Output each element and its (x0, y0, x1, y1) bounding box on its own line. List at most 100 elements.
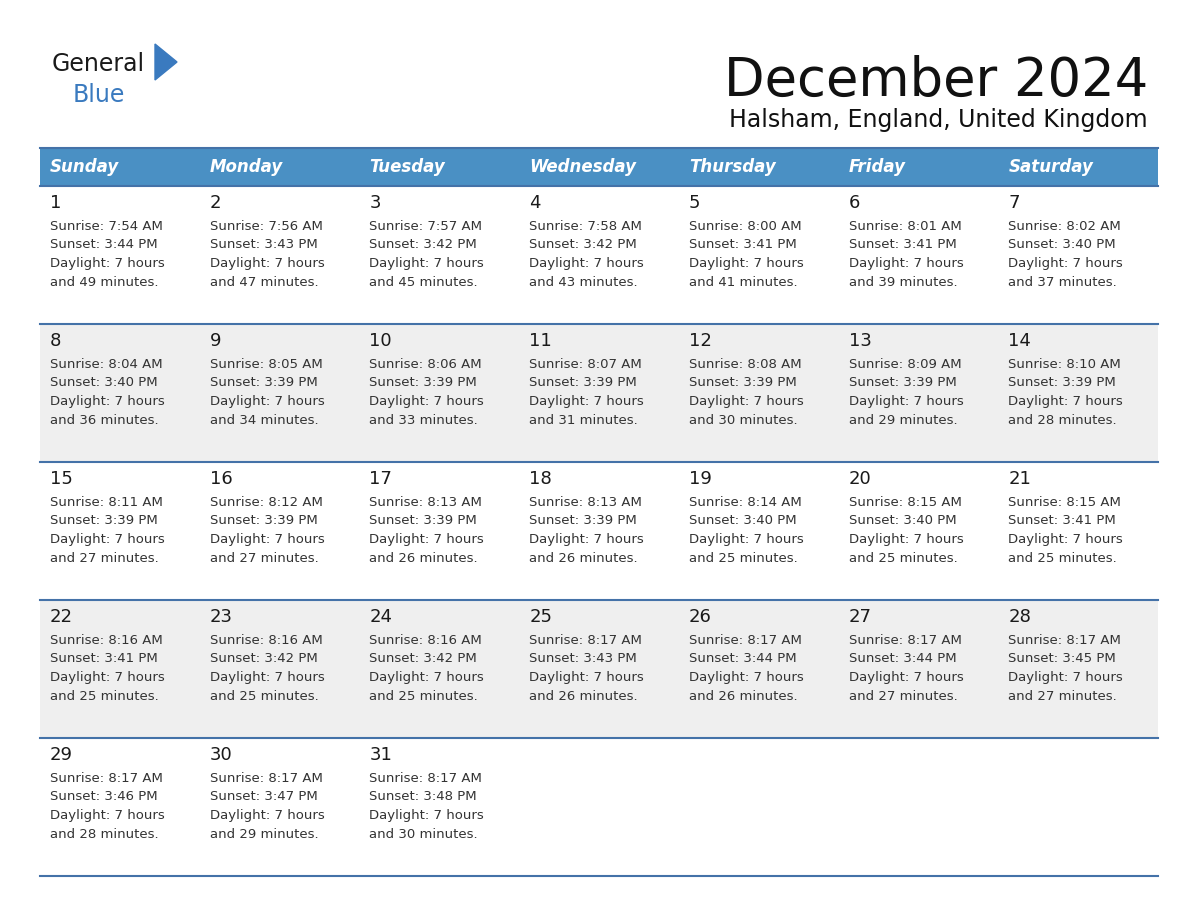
Text: 8: 8 (50, 332, 62, 350)
Text: and 36 minutes.: and 36 minutes. (50, 413, 159, 427)
Text: Sunset: 3:42 PM: Sunset: 3:42 PM (529, 239, 637, 252)
Text: Daylight: 7 hours: Daylight: 7 hours (210, 809, 324, 822)
Text: and 25 minutes.: and 25 minutes. (369, 689, 479, 702)
Text: 24: 24 (369, 608, 392, 626)
Text: Sunset: 3:43 PM: Sunset: 3:43 PM (210, 239, 317, 252)
Text: Sunset: 3:44 PM: Sunset: 3:44 PM (50, 239, 158, 252)
Text: 5: 5 (689, 194, 701, 212)
Text: and 29 minutes.: and 29 minutes. (210, 827, 318, 841)
Text: and 27 minutes.: and 27 minutes. (210, 552, 318, 565)
Text: Sunset: 3:40 PM: Sunset: 3:40 PM (848, 514, 956, 528)
Text: and 43 minutes.: and 43 minutes. (529, 275, 638, 288)
Text: Daylight: 7 hours: Daylight: 7 hours (210, 257, 324, 270)
Text: Sunrise: 8:17 AM: Sunrise: 8:17 AM (369, 772, 482, 785)
Text: 19: 19 (689, 470, 712, 488)
Text: 9: 9 (210, 332, 221, 350)
FancyBboxPatch shape (40, 462, 1158, 600)
Text: Sunrise: 8:17 AM: Sunrise: 8:17 AM (50, 772, 163, 785)
Text: Sunrise: 8:17 AM: Sunrise: 8:17 AM (689, 634, 802, 647)
Text: Sunrise: 8:16 AM: Sunrise: 8:16 AM (369, 634, 482, 647)
FancyBboxPatch shape (678, 148, 839, 186)
Text: 2: 2 (210, 194, 221, 212)
Text: and 26 minutes.: and 26 minutes. (529, 552, 638, 565)
Text: Daylight: 7 hours: Daylight: 7 hours (848, 533, 963, 546)
Text: Daylight: 7 hours: Daylight: 7 hours (369, 671, 485, 684)
Text: and 33 minutes.: and 33 minutes. (369, 413, 479, 427)
Text: Daylight: 7 hours: Daylight: 7 hours (50, 671, 165, 684)
Text: Sunrise: 8:17 AM: Sunrise: 8:17 AM (210, 772, 323, 785)
Text: Sunrise: 8:15 AM: Sunrise: 8:15 AM (1009, 496, 1121, 509)
Text: Sunset: 3:40 PM: Sunset: 3:40 PM (50, 376, 158, 389)
Text: and 25 minutes.: and 25 minutes. (689, 552, 797, 565)
Text: Blue: Blue (72, 83, 126, 107)
Text: Daylight: 7 hours: Daylight: 7 hours (1009, 533, 1123, 546)
Text: and 30 minutes.: and 30 minutes. (689, 413, 797, 427)
Text: Sunrise: 8:17 AM: Sunrise: 8:17 AM (848, 634, 961, 647)
Text: 26: 26 (689, 608, 712, 626)
Text: Daylight: 7 hours: Daylight: 7 hours (1009, 257, 1123, 270)
Text: Sunset: 3:48 PM: Sunset: 3:48 PM (369, 790, 478, 803)
Text: Sunset: 3:39 PM: Sunset: 3:39 PM (369, 376, 478, 389)
Text: December 2024: December 2024 (723, 55, 1148, 107)
Text: Daylight: 7 hours: Daylight: 7 hours (50, 395, 165, 408)
Text: Sunrise: 8:09 AM: Sunrise: 8:09 AM (848, 358, 961, 371)
Text: and 30 minutes.: and 30 minutes. (369, 827, 478, 841)
FancyBboxPatch shape (519, 148, 678, 186)
Text: Daylight: 7 hours: Daylight: 7 hours (50, 533, 165, 546)
Text: and 37 minutes.: and 37 minutes. (1009, 275, 1117, 288)
Text: and 25 minutes.: and 25 minutes. (50, 689, 159, 702)
Text: Friday: Friday (848, 158, 905, 176)
Text: 25: 25 (529, 608, 552, 626)
Text: and 27 minutes.: and 27 minutes. (848, 689, 958, 702)
Text: Sunrise: 8:16 AM: Sunrise: 8:16 AM (50, 634, 163, 647)
Text: Sunset: 3:44 PM: Sunset: 3:44 PM (689, 653, 796, 666)
Text: Sunrise: 8:14 AM: Sunrise: 8:14 AM (689, 496, 802, 509)
Text: Sunset: 3:41 PM: Sunset: 3:41 PM (50, 653, 158, 666)
FancyBboxPatch shape (360, 148, 519, 186)
Text: and 25 minutes.: and 25 minutes. (210, 689, 318, 702)
Text: Daylight: 7 hours: Daylight: 7 hours (689, 395, 803, 408)
Text: Sunrise: 8:15 AM: Sunrise: 8:15 AM (848, 496, 961, 509)
Text: Sunset: 3:39 PM: Sunset: 3:39 PM (210, 514, 317, 528)
Text: and 26 minutes.: and 26 minutes. (529, 689, 638, 702)
Text: Daylight: 7 hours: Daylight: 7 hours (369, 809, 485, 822)
Text: Sunset: 3:47 PM: Sunset: 3:47 PM (210, 790, 317, 803)
Text: Sunset: 3:39 PM: Sunset: 3:39 PM (848, 376, 956, 389)
Text: Thursday: Thursday (689, 158, 776, 176)
Text: 13: 13 (848, 332, 872, 350)
Polygon shape (154, 44, 177, 80)
Text: Sunset: 3:42 PM: Sunset: 3:42 PM (210, 653, 317, 666)
Text: Sunrise: 7:56 AM: Sunrise: 7:56 AM (210, 220, 323, 233)
Text: Sunset: 3:39 PM: Sunset: 3:39 PM (210, 376, 317, 389)
Text: 27: 27 (848, 608, 872, 626)
Text: Sunrise: 8:17 AM: Sunrise: 8:17 AM (529, 634, 642, 647)
Text: Daylight: 7 hours: Daylight: 7 hours (848, 671, 963, 684)
Text: Daylight: 7 hours: Daylight: 7 hours (848, 395, 963, 408)
Text: Daylight: 7 hours: Daylight: 7 hours (369, 395, 485, 408)
Text: and 47 minutes.: and 47 minutes. (210, 275, 318, 288)
Text: Sunrise: 8:16 AM: Sunrise: 8:16 AM (210, 634, 322, 647)
Text: General: General (52, 52, 145, 76)
FancyBboxPatch shape (200, 148, 360, 186)
FancyBboxPatch shape (40, 148, 200, 186)
Text: 21: 21 (1009, 470, 1031, 488)
FancyBboxPatch shape (40, 738, 1158, 876)
Text: Sunset: 3:45 PM: Sunset: 3:45 PM (1009, 653, 1116, 666)
Text: and 25 minutes.: and 25 minutes. (1009, 552, 1117, 565)
Text: Sunset: 3:42 PM: Sunset: 3:42 PM (369, 653, 478, 666)
Text: and 25 minutes.: and 25 minutes. (848, 552, 958, 565)
Text: Sunrise: 8:06 AM: Sunrise: 8:06 AM (369, 358, 482, 371)
Text: Daylight: 7 hours: Daylight: 7 hours (689, 533, 803, 546)
Text: Sunrise: 8:07 AM: Sunrise: 8:07 AM (529, 358, 642, 371)
Text: Sunrise: 8:17 AM: Sunrise: 8:17 AM (1009, 634, 1121, 647)
FancyBboxPatch shape (839, 148, 998, 186)
Text: Tuesday: Tuesday (369, 158, 446, 176)
Text: 12: 12 (689, 332, 712, 350)
Text: Sunrise: 8:04 AM: Sunrise: 8:04 AM (50, 358, 163, 371)
Text: Daylight: 7 hours: Daylight: 7 hours (210, 395, 324, 408)
Text: Sunrise: 8:13 AM: Sunrise: 8:13 AM (369, 496, 482, 509)
Text: Sunset: 3:46 PM: Sunset: 3:46 PM (50, 790, 158, 803)
Text: Sunset: 3:39 PM: Sunset: 3:39 PM (529, 376, 637, 389)
Text: 3: 3 (369, 194, 381, 212)
Text: Daylight: 7 hours: Daylight: 7 hours (689, 671, 803, 684)
